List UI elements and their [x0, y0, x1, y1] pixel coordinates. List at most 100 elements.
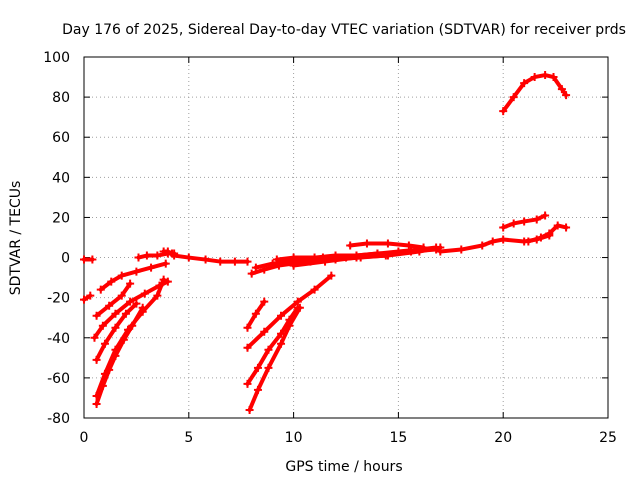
- y-tick-label: 100: [43, 50, 70, 66]
- data-point: [327, 271, 336, 280]
- series-arc-23: [243, 297, 269, 332]
- data-point: [524, 237, 533, 246]
- x-tick-label: 0: [80, 430, 89, 446]
- y-tick-label: 60: [52, 130, 70, 146]
- data-point: [457, 245, 466, 254]
- series-arc-20: [499, 211, 550, 232]
- data-point: [230, 257, 239, 266]
- data-point: [562, 223, 571, 232]
- data-point: [310, 253, 319, 262]
- y-tick-label: -80: [47, 411, 70, 427]
- series-arc-1: [80, 291, 95, 304]
- data-point: [251, 309, 260, 318]
- data-point: [549, 73, 558, 82]
- data-point: [117, 291, 126, 300]
- data-point: [394, 247, 403, 256]
- data-point: [88, 255, 97, 264]
- data-point: [488, 237, 497, 246]
- x-tick-label: 15: [389, 430, 407, 446]
- data-point: [96, 285, 105, 294]
- series-arc-22: [499, 71, 571, 116]
- data-point: [92, 355, 101, 364]
- data-point: [419, 243, 428, 252]
- series-arc-21: [524, 221, 571, 246]
- data-point: [245, 405, 254, 414]
- data-point: [147, 263, 156, 272]
- data-point: [264, 363, 273, 372]
- data-point: [499, 223, 508, 232]
- series-track: [247, 305, 302, 412]
- data-point: [140, 289, 149, 298]
- data-point: [117, 271, 126, 280]
- data-point: [243, 257, 252, 266]
- data-point: [553, 221, 562, 230]
- data-point: [310, 285, 319, 294]
- data-point: [163, 277, 172, 286]
- y-tick-label: -20: [47, 291, 70, 307]
- data-point: [520, 79, 529, 88]
- data-point: [98, 321, 107, 330]
- data-points: [80, 71, 571, 414]
- data-point: [509, 219, 518, 228]
- x-tick-label: 5: [184, 430, 193, 446]
- series-arc-19: [436, 231, 554, 256]
- data-point: [509, 93, 518, 102]
- series-arc-26: [245, 303, 304, 414]
- data-point: [80, 295, 88, 304]
- data-point: [277, 339, 286, 348]
- data-point: [170, 251, 179, 260]
- data-point: [346, 241, 355, 250]
- data-point: [404, 241, 413, 250]
- data-point: [383, 239, 392, 248]
- data-point: [251, 263, 260, 272]
- x-axis-label: GPS time / hours: [285, 459, 402, 475]
- data-point: [105, 301, 114, 310]
- data-point: [264, 345, 273, 354]
- data-point: [557, 85, 566, 94]
- data-point: [132, 267, 141, 276]
- data-point: [373, 249, 382, 258]
- series-track: [438, 233, 552, 254]
- data-point: [126, 279, 135, 288]
- data-point: [260, 297, 269, 306]
- data-point: [243, 343, 252, 352]
- y-tick-label: 80: [52, 90, 70, 106]
- data-point: [268, 259, 277, 268]
- series-arc-9: [92, 299, 141, 364]
- series-arc-18: [346, 239, 428, 252]
- data-point: [432, 243, 441, 252]
- data-point: [80, 255, 88, 264]
- series-arc-2: [80, 255, 97, 264]
- data-point: [92, 311, 101, 320]
- data-point: [119, 335, 128, 344]
- series-track: [94, 281, 133, 318]
- data-point: [243, 323, 252, 332]
- data-point: [111, 309, 120, 318]
- data-point: [98, 381, 107, 390]
- series-arc-6: [170, 251, 252, 266]
- data-point: [90, 333, 99, 342]
- data-point: [201, 255, 210, 264]
- data-point: [321, 257, 330, 266]
- y-axis-label: SDTVAR / TECUs: [8, 181, 24, 296]
- data-point: [153, 251, 162, 260]
- data-point: [352, 251, 361, 260]
- data-point: [121, 309, 130, 318]
- x-tick-label: 10: [285, 430, 303, 446]
- data-point: [289, 253, 298, 262]
- series-arc-11: [92, 303, 147, 408]
- data-point: [107, 277, 116, 286]
- plot-frame: [83, 56, 609, 419]
- data-point: [499, 235, 508, 244]
- y-tick-label: -60: [47, 371, 70, 387]
- data-point: [541, 211, 550, 220]
- data-point: [520, 217, 529, 226]
- data-point: [142, 251, 151, 260]
- data-point: [331, 255, 340, 264]
- data-point: [530, 73, 539, 82]
- data-point: [184, 253, 193, 262]
- series-track: [245, 305, 300, 386]
- data-point: [100, 339, 109, 348]
- data-point: [285, 321, 294, 330]
- series-arc-24: [243, 271, 336, 352]
